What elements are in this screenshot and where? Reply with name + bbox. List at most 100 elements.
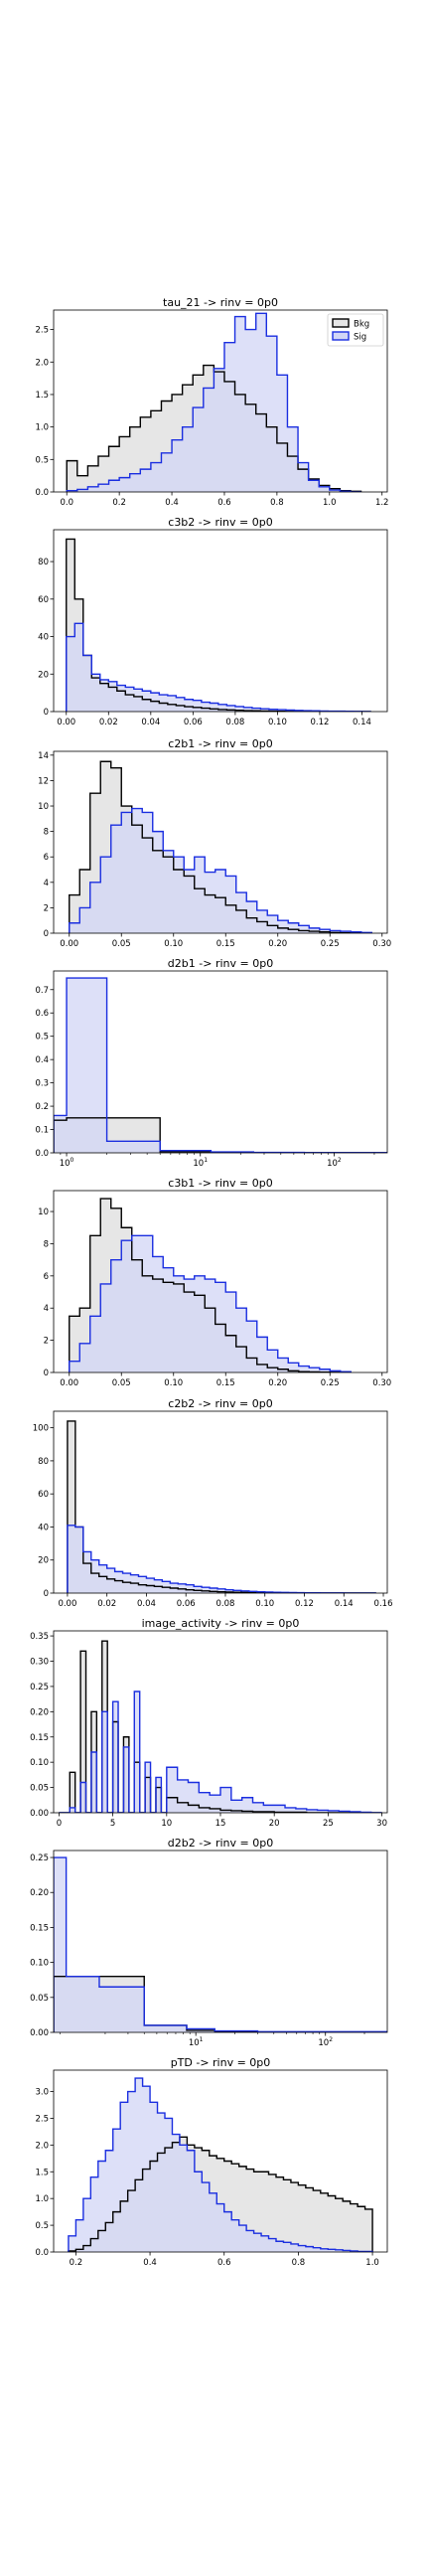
y-tick-label: 0.2	[35, 1102, 49, 1112]
y-tick-label: 10	[38, 1208, 49, 1217]
plot-area	[69, 760, 372, 933]
y-tick-label: 0.1	[35, 1126, 49, 1136]
y-tick-label: 0.0	[35, 488, 49, 498]
histogram-line-sig	[69, 1234, 352, 1372]
histogram-fill-sig	[69, 1235, 352, 1372]
panel-title: pTD -> rinv = 0p0	[171, 2056, 271, 2069]
x-tick-exponent: 2	[329, 2036, 333, 2043]
y-tick-label: 0.3	[35, 1079, 49, 1089]
x-tick-label: 0.30	[372, 1378, 391, 1388]
x-tick-label: 0.25	[321, 1378, 340, 1388]
plot-area	[59, 1640, 382, 1813]
x-tick-label: 0.02	[97, 1599, 116, 1609]
axes-frame	[53, 1850, 388, 2033]
x-tick-label: 0.25	[321, 939, 340, 949]
legend-swatch-sig	[332, 331, 350, 341]
histogram-line-sig	[66, 622, 371, 712]
y-tick-label: 1.0	[35, 423, 49, 433]
axes-frame	[53, 309, 388, 493]
y-tick-label: 0.00	[30, 2028, 49, 2038]
histogram-fill-bkg	[67, 1420, 376, 1593]
x-tick-label: 20	[269, 1819, 280, 1829]
legend: Bkg Sig	[327, 313, 384, 347]
x-tick-label: 0.06	[184, 718, 203, 727]
y-tick-label: 60	[38, 595, 49, 605]
axes-frame	[53, 750, 388, 934]
plot-area	[54, 977, 387, 1153]
x-tick-label: 0.05	[112, 1378, 131, 1388]
x-tick-label: 102	[327, 1157, 342, 1169]
y-tick-label: 0.30	[30, 1658, 49, 1668]
y-tick-label: 1.5	[35, 391, 49, 401]
x-tick-label: 0.16	[374, 1599, 393, 1609]
y-tick-label: 0.20	[30, 1888, 49, 1898]
x-tick-label: 0.2	[70, 2258, 83, 2268]
histogram-line-sig	[66, 312, 361, 492]
y-tick-label: 0.10	[30, 1758, 49, 1768]
legend-label-sig: Sig	[354, 333, 366, 343]
x-tick-label: 1.0	[323, 498, 337, 508]
y-tick-label: 0.05	[30, 1784, 49, 1794]
y-tick-label: 0.15	[30, 1733, 49, 1743]
x-tick-label: 0.8	[292, 2258, 306, 2268]
y-tick-label: 0.00	[30, 1809, 49, 1819]
x-tick-label: 0.00	[58, 1599, 76, 1609]
x-tick-label: 0.00	[60, 1378, 78, 1388]
y-tick-label: 2.0	[35, 2141, 49, 2151]
x-tick-label: 0.20	[268, 939, 287, 949]
x-tick-label: 0.4	[143, 2258, 157, 2268]
x-tick-exponent: 0	[71, 1157, 74, 1164]
y-tick-label: 2	[44, 1337, 49, 1347]
histogram-panel-1: tau_21 -> rinv = 0p0 0.0 0.2 0.4 0.6 0.8 1.0 1.…	[35, 296, 388, 508]
x-tick-label: 0.10	[255, 1599, 274, 1609]
axes-frame	[53, 529, 388, 713]
y-tick-label: 10	[38, 802, 49, 812]
histogram-fill-sig	[68, 2078, 373, 2252]
y-tick-label: 0.5	[35, 2221, 49, 2231]
y-tick-label: 0	[44, 1368, 49, 1378]
y-tick-label: 0.7	[35, 986, 49, 996]
y-tick-label: 1.0	[35, 2194, 49, 2204]
plot-area	[68, 2077, 373, 2252]
histogram-line-bkg	[67, 1420, 376, 1593]
x-tick-label: 1.0	[365, 2258, 379, 2268]
y-tick-label: 100	[33, 1424, 49, 1434]
legend-label-bkg: Bkg	[354, 320, 369, 330]
x-tick-label: 0.00	[60, 939, 78, 949]
panel-title: c2b2 -> rinv = 0p0	[168, 1397, 272, 1410]
x-tick-label: 0.6	[217, 2258, 231, 2268]
y-tick-label: 0.0	[35, 1149, 49, 1159]
y-tick-label: 2	[44, 903, 49, 913]
y-tick-label: 0	[44, 708, 49, 718]
y-tick-label: 0.5	[35, 455, 49, 465]
x-tick-label: 0.15	[216, 939, 235, 949]
legend-swatch-bkg	[332, 318, 350, 328]
axes-frame	[53, 1410, 388, 1594]
x-tick-label: 0.8	[270, 498, 284, 508]
x-tick-label: 0.00	[57, 718, 75, 727]
plot-area	[66, 312, 362, 492]
x-tick-label: 0.10	[164, 939, 183, 949]
axes-frame	[53, 2069, 388, 2253]
plot-area	[66, 538, 371, 712]
x-tick-label: 0.12	[310, 718, 329, 727]
x-tick-label: 0	[57, 1819, 62, 1829]
y-tick-label: 0.20	[30, 1707, 49, 1717]
y-tick-label: 0.25	[30, 1683, 49, 1692]
x-tick-label: 0.08	[225, 718, 244, 727]
x-tick-label: 0.14	[335, 1599, 354, 1609]
y-tick-label: 60	[38, 1490, 49, 1500]
histogram-panel-6: c2b2 -> rinv = 0p0 0.00 0.02 0.04 0.06 0.08 0.…	[33, 1397, 393, 1609]
x-tick-label: 0.06	[177, 1599, 196, 1609]
y-tick-label: 0.6	[35, 1009, 49, 1019]
histogram-line-bkg	[69, 1198, 352, 1372]
x-tick-label: 0.2	[112, 498, 126, 508]
x-tick-label: 0.20	[268, 1378, 287, 1388]
x-tick-label: 5	[110, 1819, 115, 1829]
y-tick-label: 6	[44, 853, 49, 863]
y-tick-label: 12	[38, 776, 49, 786]
histogram-panel-8: d2b2 -> rinv = 0p0 101 102 0.00 0.05 0.10 0.15…	[30, 1837, 388, 2048]
y-tick-label: 0.25	[30, 1853, 49, 1863]
